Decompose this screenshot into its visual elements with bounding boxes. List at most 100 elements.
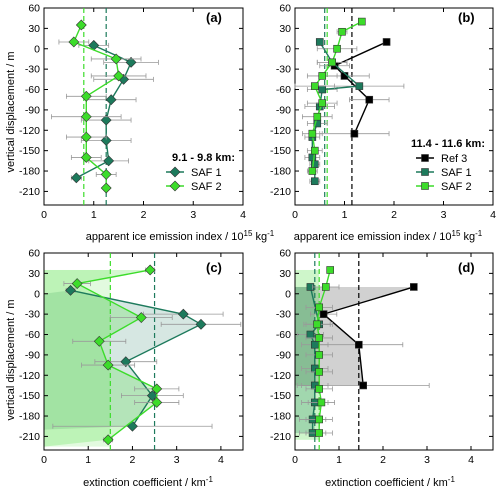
panel-b-saf-1-point <box>310 177 319 186</box>
panel-c-saf-1-point <box>195 318 207 330</box>
x-axis-label-d: extinction coefficient / km-1 <box>325 475 455 489</box>
panel-d-ytick-label: -90 <box>276 349 291 361</box>
panel-b-ytick-label: -210 <box>270 186 291 198</box>
panel-c-saf-2-point <box>102 359 114 371</box>
panel-a-ytick-label: -180 <box>19 166 40 178</box>
panel-b-xtick-label: 1 <box>342 209 348 221</box>
panel-c-saf-2-point <box>151 397 163 408</box>
panel-b-xtick-label: 0 <box>292 209 298 221</box>
panel-d-saf-2-point <box>315 415 324 424</box>
panel-b-saf-1-point <box>318 85 327 94</box>
panel-d-xtick-label: 3 <box>424 454 430 466</box>
panel-a-legend-title: 9.1 - 9.8 km: <box>172 152 235 164</box>
panel-c-saf-1-point <box>146 390 158 402</box>
panel-d-ref-3-point <box>409 283 418 291</box>
panel-b-saf-2-point <box>358 17 366 26</box>
panel-a-ytick-label: 60 <box>28 3 40 15</box>
panel-b-saf-2-point <box>318 99 327 107</box>
panel-b-saf-1-point <box>315 38 324 46</box>
panel-d-ytick-label: -30 <box>276 309 291 321</box>
panel-a-xtick-label: 2 <box>141 209 147 221</box>
panel-b-ytick-label: -150 <box>270 145 291 157</box>
panel-a-saf-1-point <box>105 94 117 106</box>
panel-b-saf-2-point <box>310 146 319 155</box>
panel-a-xtick-label: 4 <box>240 209 246 221</box>
panel-a-legend-marker <box>169 180 181 192</box>
panel-d-ytick-label: 60 <box>279 248 291 260</box>
panel-d-ref-3-point <box>359 381 368 390</box>
panel-c-label: (c) <box>206 260 222 275</box>
panel-c-saf-2-point <box>151 383 163 395</box>
panel-a-saf-2-point <box>80 152 92 163</box>
panel-a-saf-1-point <box>100 114 112 126</box>
panel-c-ytick-label: -150 <box>19 390 40 402</box>
panel-b-legend-entry: Ref 3 <box>441 153 467 165</box>
panel-d-xtick-label: 1 <box>336 454 342 466</box>
panel-c-ytick-label: -60 <box>25 329 40 341</box>
panel-c-saf-1-point <box>120 356 132 368</box>
panel-d-ref-3-line <box>322 286 415 386</box>
panel-a-xtick-label: 1 <box>91 209 97 221</box>
panel-a-saf-2-point <box>80 90 92 102</box>
panel-d-ref-3-point <box>354 340 363 349</box>
panel-c-xtick-label: 2 <box>130 454 136 466</box>
panel-c-saf-1-point <box>65 284 76 296</box>
panel-b-ref-3-point <box>350 129 359 138</box>
x-axis-label-c: extinction coefficient / km-1 <box>83 475 213 489</box>
panel-d-ytick-label: -60 <box>276 329 291 341</box>
panel-d-saf-2-point <box>317 398 326 407</box>
panel-c-saf-1-point <box>177 308 189 320</box>
panel-b-saf-2-point <box>313 112 322 121</box>
panel-d-xtick-label: 0 <box>292 454 298 466</box>
panel-d-ytick-label: -210 <box>270 431 291 443</box>
panel-d-saf-2-point <box>315 303 324 312</box>
panel-b-ytick-label: 0 <box>285 43 291 55</box>
panel-d-saf-2-point <box>326 266 335 274</box>
panel-c-xtick-label: 3 <box>174 454 180 466</box>
panel-a-legend-marker <box>169 166 181 178</box>
panel-c-ytick-label: 60 <box>28 248 40 260</box>
panel-a-saf-2-point <box>113 70 125 82</box>
panel-c-ytick-label: -90 <box>25 349 40 361</box>
panel-a-xtick-label: 0 <box>41 209 47 221</box>
panel-a-saf-2-point <box>68 36 80 48</box>
panel-d-label: (d) <box>458 260 475 275</box>
panel-a-saf-1-point <box>103 155 115 167</box>
x-axis-label-a: apparent ice emission index / 1015 kg-1 <box>86 229 275 243</box>
panel-b-legend-marker <box>421 168 429 176</box>
panel-b-ytick-label: -90 <box>276 104 291 116</box>
panel-b-saf-2-point <box>318 72 327 80</box>
panel-c-fill-1 <box>44 269 157 447</box>
panel-a-saf-1-point <box>125 56 137 68</box>
panel-a-saf-2-line <box>72 24 120 189</box>
panel-d-frame <box>294 252 494 451</box>
panel-b-legend-entry: SAF 1 <box>441 167 472 179</box>
panel-c-frame <box>43 252 244 451</box>
panel-a-ytick-label: -90 <box>25 104 40 116</box>
panel-b-ref-3-point <box>382 38 391 46</box>
panel-c-xtick-label: 1 <box>85 454 91 466</box>
panel-d-saf-1-point <box>306 330 315 339</box>
panel-d-ytick-label: 30 <box>279 268 291 280</box>
panel-c-ytick-label: 30 <box>28 268 40 280</box>
panel-d-ytick-label: -150 <box>270 390 291 402</box>
panel-c-saf-2-point <box>71 278 83 289</box>
panel-d-saf-2-point <box>315 334 324 342</box>
panel-b-legend-entry: SAF 2 <box>441 181 472 193</box>
panel-b-saf-2-point <box>310 82 319 90</box>
panel-d-saf-2-point <box>315 429 324 437</box>
panel-d-fill-saf1 <box>295 286 315 434</box>
panel-b-ytick-label: -60 <box>276 84 291 96</box>
panel-d-saf-1-point <box>310 340 319 349</box>
panel-a-saf-2-point <box>110 53 122 65</box>
panel-a-ytick-label: -120 <box>19 125 40 137</box>
panel-b-ytick-label: 60 <box>279 3 291 15</box>
panel-d-xtick-label: 4 <box>468 454 474 466</box>
panel-a-saf-2-point <box>100 169 112 180</box>
panel-a-ytick-label: 30 <box>28 23 40 35</box>
panel-d-saf-2-point <box>315 368 324 376</box>
x-axis-label-b: apparent ice emission index / 1015 kg-1 <box>294 229 483 243</box>
panel-b-ytick-label: -120 <box>270 125 291 137</box>
panel-d-saf-2-point <box>315 385 324 393</box>
